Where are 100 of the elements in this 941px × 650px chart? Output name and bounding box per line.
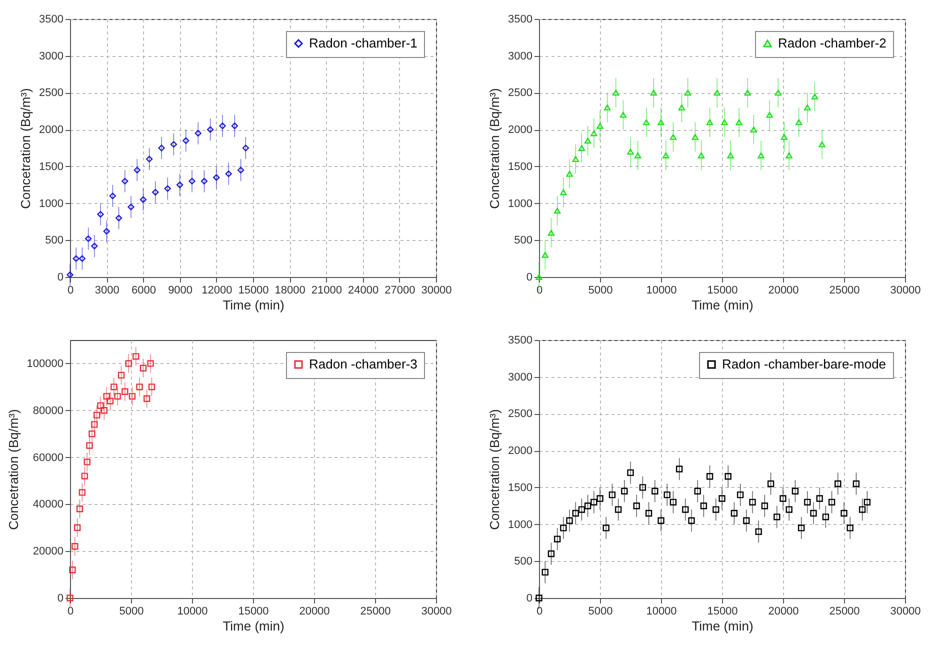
point — [796, 119, 802, 126]
point — [822, 514, 830, 520]
point — [100, 407, 108, 414]
y-tick-label: 2500 — [39, 87, 64, 100]
y-tick-label: 0 — [57, 592, 64, 604]
x-tick-label: 0 — [67, 284, 74, 296]
point — [110, 384, 118, 390]
x-tick-label: 9000 — [168, 284, 193, 296]
point — [852, 480, 860, 488]
point — [115, 214, 122, 222]
point — [176, 182, 184, 188]
x-tick-label: 5000 — [588, 284, 613, 296]
point — [634, 152, 642, 158]
point — [242, 144, 250, 152]
point — [114, 392, 121, 400]
y-tick-label: 0 — [57, 272, 64, 284]
point — [767, 480, 774, 488]
point — [554, 536, 561, 542]
x-tick-label: 15000 — [707, 606, 738, 618]
point — [140, 364, 147, 372]
point — [840, 510, 848, 517]
point — [72, 543, 78, 550]
point — [548, 550, 555, 558]
x-tick-label: 15000 — [707, 284, 738, 296]
point — [103, 392, 110, 400]
point — [125, 360, 132, 367]
x-tick-label: 20000 — [768, 606, 799, 618]
x-tick-label: 0 — [536, 284, 543, 296]
point — [858, 506, 866, 513]
x-tick-label: 30000 — [890, 606, 921, 618]
point — [688, 517, 695, 524]
point — [652, 488, 658, 494]
point — [804, 498, 811, 506]
legend-label: Radon -chamber-bare-mode — [722, 356, 886, 372]
point — [206, 126, 214, 133]
point — [780, 134, 788, 140]
point — [69, 566, 76, 574]
point — [834, 480, 842, 488]
point — [639, 484, 646, 491]
y-axis-title: Concetration (Bq/m³) — [487, 88, 502, 209]
point — [578, 506, 586, 513]
x-tick-label: 30000 — [421, 284, 452, 296]
point — [758, 152, 764, 158]
y-tick-label: 500 — [514, 556, 532, 568]
point — [109, 192, 116, 200]
point — [182, 137, 190, 144]
point — [578, 145, 586, 151]
y-tick-label: 2000 — [508, 124, 532, 136]
point — [816, 495, 823, 502]
point — [584, 138, 592, 144]
point — [706, 473, 714, 480]
point — [670, 498, 677, 506]
point — [786, 152, 792, 158]
y-axis-title: Concetration (Bq/m³) — [6, 409, 21, 530]
point — [700, 502, 708, 510]
point — [164, 185, 171, 192]
point — [692, 134, 698, 140]
y-tick-label: 1000 — [39, 198, 64, 210]
y-tick-label: 1500 — [508, 160, 532, 173]
point — [81, 472, 88, 480]
point — [694, 488, 701, 494]
point — [662, 152, 670, 158]
y-tick-label: 2500 — [508, 408, 532, 420]
point — [780, 495, 786, 502]
x-tick-label: 15000 — [238, 284, 269, 296]
point — [750, 126, 758, 133]
x-tick-label: 25000 — [829, 284, 860, 296]
point — [684, 90, 692, 96]
point — [736, 119, 742, 126]
point — [132, 353, 140, 360]
point — [721, 119, 728, 126]
point — [213, 174, 220, 181]
point — [140, 196, 147, 203]
point — [798, 524, 805, 532]
point — [144, 395, 150, 402]
point — [658, 119, 664, 126]
y-tick-label: 3500 — [508, 14, 532, 26]
x-tick-label: 21000 — [311, 284, 342, 296]
point — [188, 178, 196, 185]
point — [627, 469, 634, 476]
point — [620, 112, 627, 118]
point — [602, 524, 610, 532]
point — [786, 506, 792, 513]
point — [590, 130, 598, 136]
point — [864, 498, 871, 506]
point — [118, 372, 125, 379]
x-tick-label: 0 — [67, 606, 74, 618]
x-tick-label: 24000 — [348, 284, 379, 296]
y-axis-title: Concetration (Bq/m³) — [18, 88, 34, 209]
point — [730, 510, 738, 517]
y-tick-label: 20000 — [32, 546, 64, 558]
point — [170, 140, 178, 148]
point — [828, 498, 836, 506]
point — [200, 178, 208, 185]
legend-label: Radon -chamber-2 — [778, 36, 886, 50]
point — [572, 156, 579, 162]
point — [148, 384, 156, 390]
point — [194, 130, 202, 137]
x-tick-label: 30000 — [421, 606, 452, 618]
x-tick-label: 27000 — [384, 284, 416, 296]
